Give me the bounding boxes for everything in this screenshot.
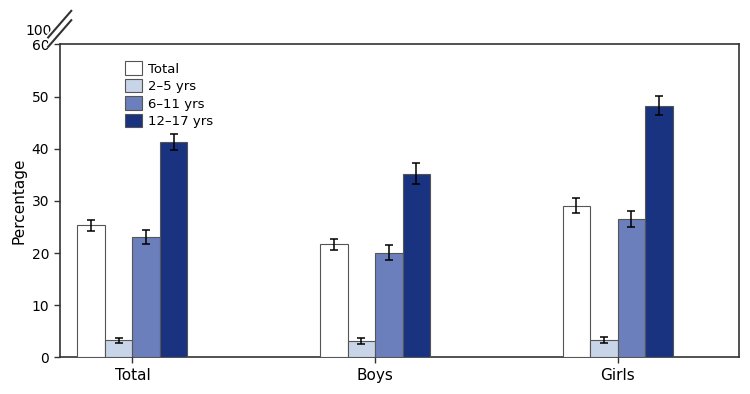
Bar (645, 106, 673, 357)
Bar (590, 340, 617, 357)
Bar (105, 340, 133, 357)
Bar (77, 225, 105, 357)
Y-axis label: Percentage: Percentage (11, 158, 26, 244)
Bar (617, 219, 645, 357)
Bar (375, 253, 403, 357)
Legend: Total, 2–5 yrs, 6–11 yrs, 12–17 yrs: Total, 2–5 yrs, 6–11 yrs, 12–17 yrs (121, 58, 218, 132)
Bar (347, 341, 375, 357)
Bar (403, 174, 430, 357)
Bar (133, 237, 160, 357)
Bar (320, 244, 347, 357)
Bar (562, 206, 590, 357)
Text: 100: 100 (26, 24, 52, 38)
Bar (160, 142, 188, 357)
